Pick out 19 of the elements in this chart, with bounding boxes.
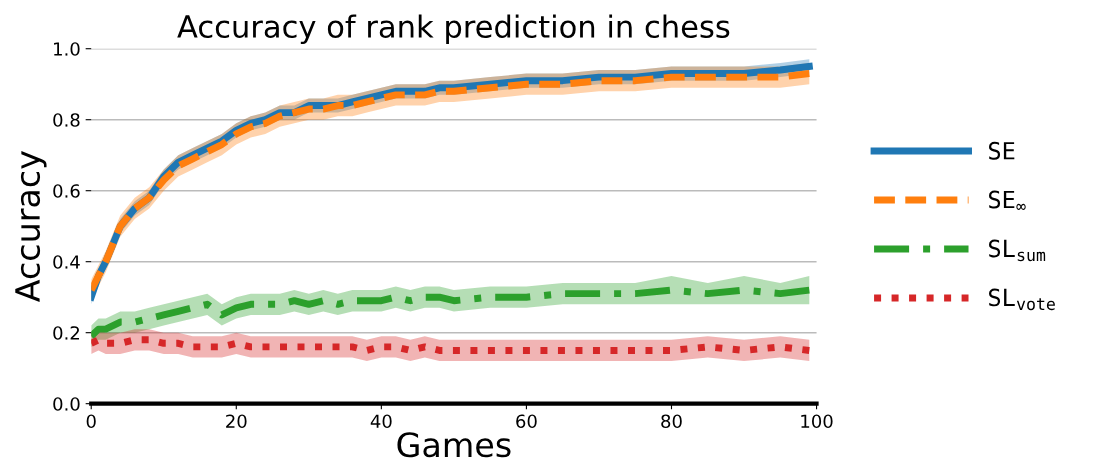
x-tick-label: 20 — [226, 414, 247, 429]
legend-label: SE$_{∞}$ — [989, 190, 1026, 210]
y-tick-label: 0.6 — [53, 184, 80, 198]
legend-label: SL$_{vote}$ — [989, 288, 1055, 311]
chart-title: Accuracy of rank prediction in chess — [177, 14, 730, 44]
legend-label: SE — [989, 141, 1015, 160]
y-tick-label: 0.8 — [53, 113, 80, 127]
y-tick-label: 0.4 — [53, 255, 80, 269]
y-tick-label: 0.0 — [53, 397, 80, 411]
x-tick-label: 60 — [516, 414, 537, 429]
x-axis-title: Games — [397, 432, 511, 458]
legend-label: SL$_{sum}$ — [989, 239, 1046, 262]
x-tick-label: 0 — [86, 414, 96, 429]
y-tick-label: 1.0 — [54, 42, 80, 56]
y-axis-title: Accuracy — [15, 151, 47, 303]
x-tick-label: 80 — [661, 414, 682, 429]
y-tick-label: 0.2 — [53, 326, 79, 340]
x-tick-label: 40 — [370, 414, 392, 429]
x-tick-label: 100 — [801, 414, 833, 429]
